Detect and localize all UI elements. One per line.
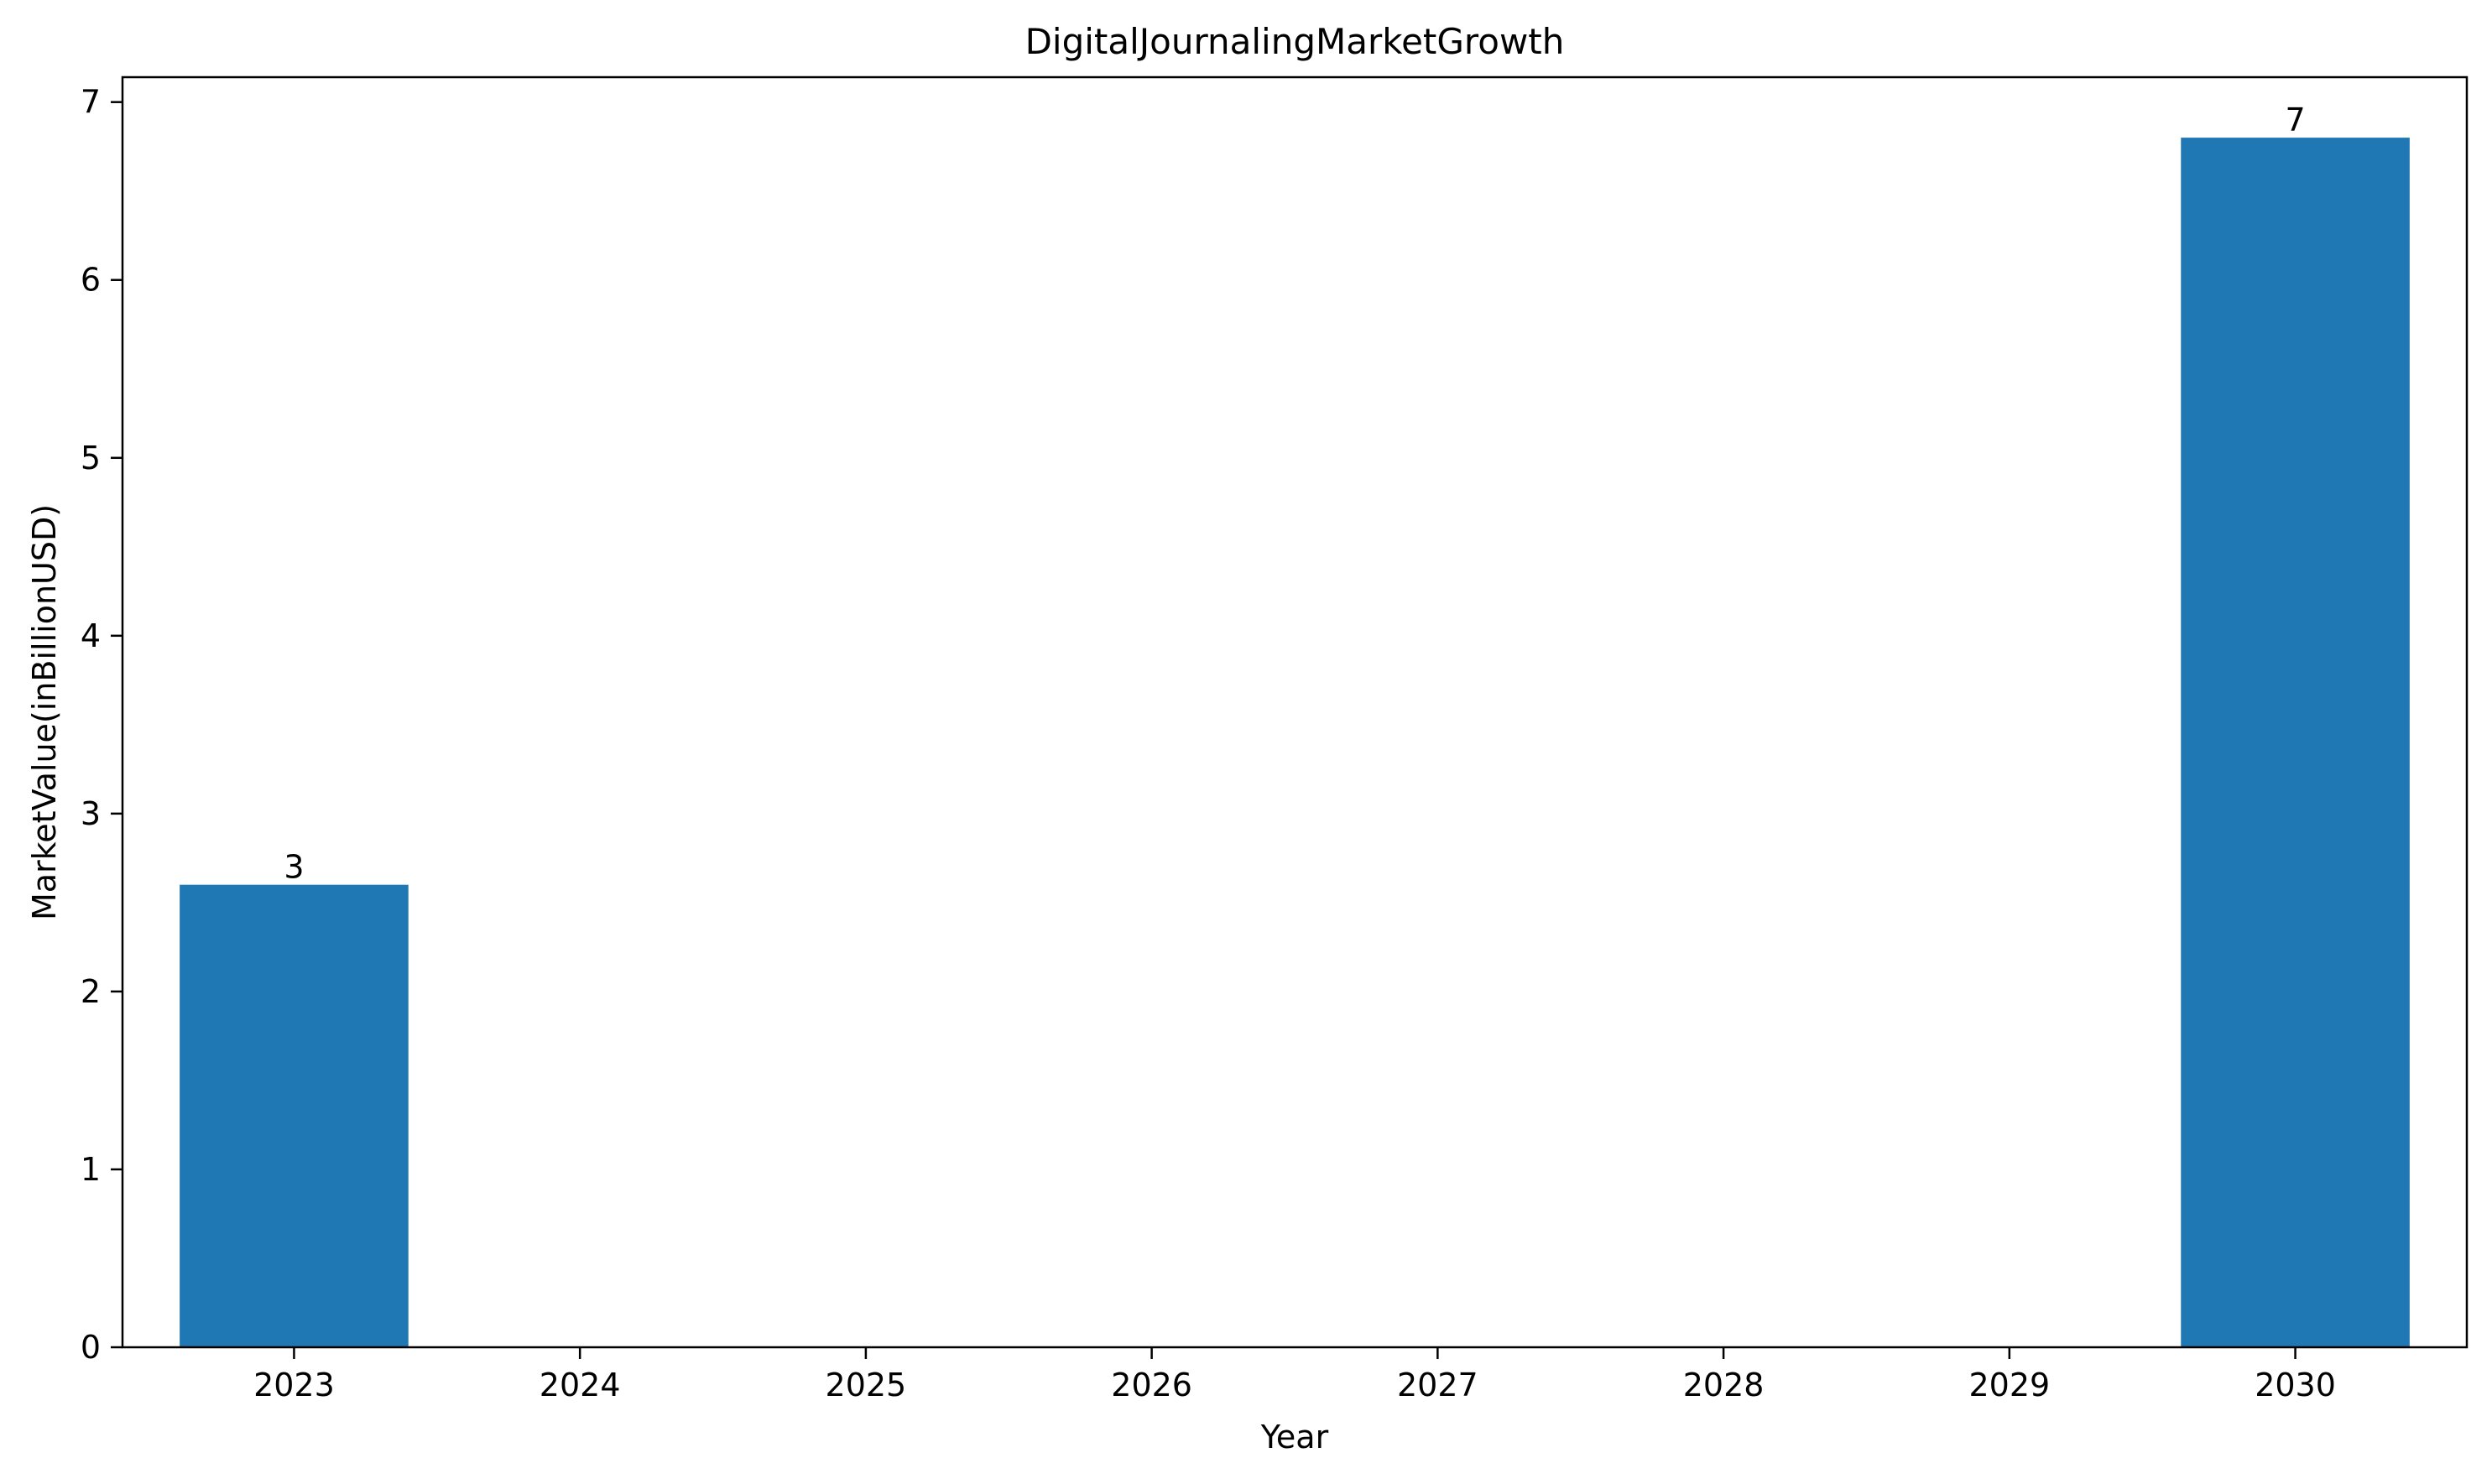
x-axis-ticks: 2023 2024 2025 2026 2027 2028 2029 2030	[253, 1347, 2336, 1403]
data-labels-layer: 37	[284, 102, 2305, 886]
chart-title: DigitalJournalingMarketGrowth	[1025, 21, 1565, 62]
x-tick-label: 2027	[1397, 1367, 1478, 1403]
x-tick-label: 2028	[1683, 1367, 1765, 1403]
x-tick-label: 2030	[2255, 1367, 2336, 1403]
data-label-2030: 7	[2285, 102, 2305, 138]
y-tick-label: 6	[81, 262, 101, 299]
data-label-2023: 3	[284, 849, 304, 886]
y-tick-label: 5	[81, 440, 101, 476]
y-tick-label: 3	[81, 795, 101, 832]
x-axis-label: Year	[1260, 1419, 1329, 1455]
y-tick-label: 7	[81, 84, 101, 121]
x-tick-label: 2026	[1111, 1367, 1192, 1403]
x-tick-label: 2023	[253, 1367, 335, 1403]
plot-area-frame	[121, 76, 2469, 1349]
bars-layer	[180, 138, 2410, 1348]
y-tick-label: 4	[81, 617, 101, 654]
x-tick-label: 2029	[1968, 1367, 2050, 1403]
y-axis-label: MarketValue(inBillionUSD)	[26, 504, 63, 920]
x-tick-label: 2025	[826, 1367, 907, 1403]
y-tick-label: 2	[81, 973, 101, 1010]
y-tick-label: 1	[81, 1151, 101, 1188]
y-tick-label: 0	[81, 1329, 101, 1366]
bar-2023	[180, 884, 409, 1347]
bar-2030	[2181, 138, 2410, 1348]
x-tick-label: 2024	[540, 1367, 621, 1403]
y-axis-ticks: 0 1 2 3 4 5 6 7	[81, 84, 123, 1366]
